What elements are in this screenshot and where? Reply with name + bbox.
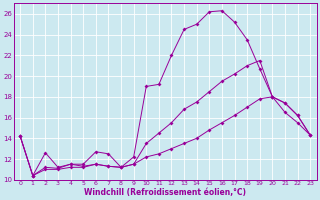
X-axis label: Windchill (Refroidissement éolien,°C): Windchill (Refroidissement éolien,°C) bbox=[84, 188, 246, 197]
